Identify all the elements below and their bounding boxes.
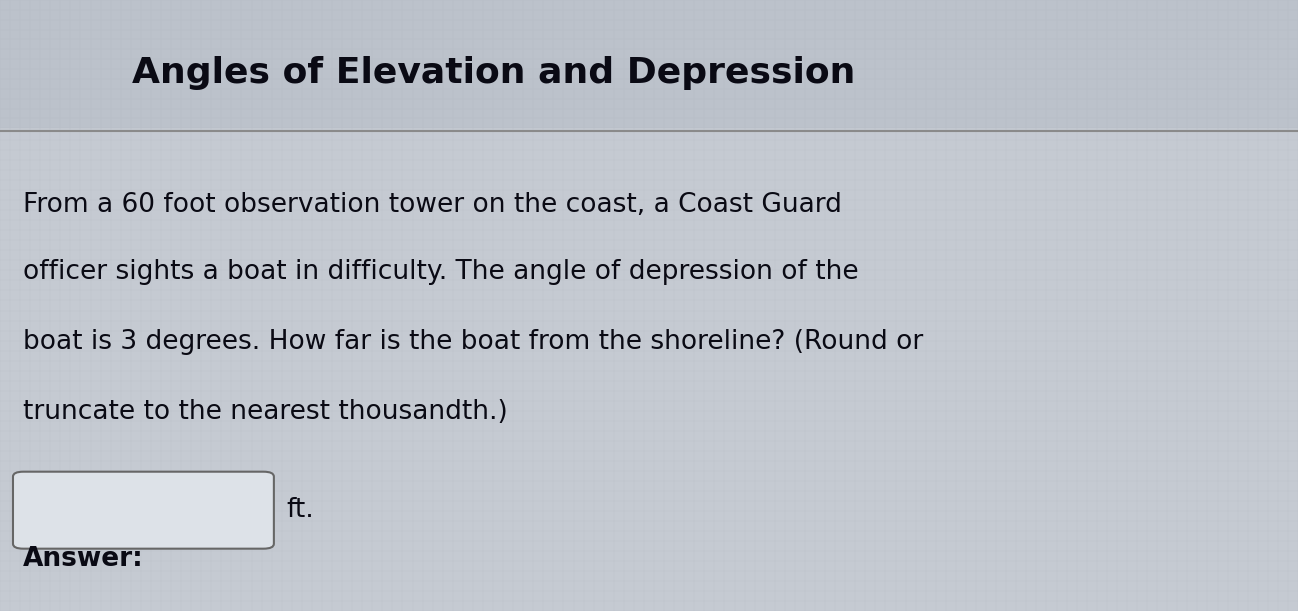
Text: boat is 3 degrees. How far is the boat from the shoreline? (Round or: boat is 3 degrees. How far is the boat f…	[23, 329, 924, 355]
Text: ft.: ft.	[287, 497, 314, 523]
Text: officer sights a boat in difficulty. The angle of depression of the: officer sights a boat in difficulty. The…	[23, 259, 859, 285]
FancyBboxPatch shape	[0, 0, 1298, 128]
Text: Answer:: Answer:	[23, 546, 144, 572]
Text: Angles of Elevation and Depression: Angles of Elevation and Depression	[131, 56, 855, 90]
Text: From a 60 foot observation tower on the coast, a Coast Guard: From a 60 foot observation tower on the …	[23, 192, 842, 218]
Text: truncate to the nearest thousandth.): truncate to the nearest thousandth.)	[23, 400, 508, 425]
FancyBboxPatch shape	[13, 472, 274, 549]
